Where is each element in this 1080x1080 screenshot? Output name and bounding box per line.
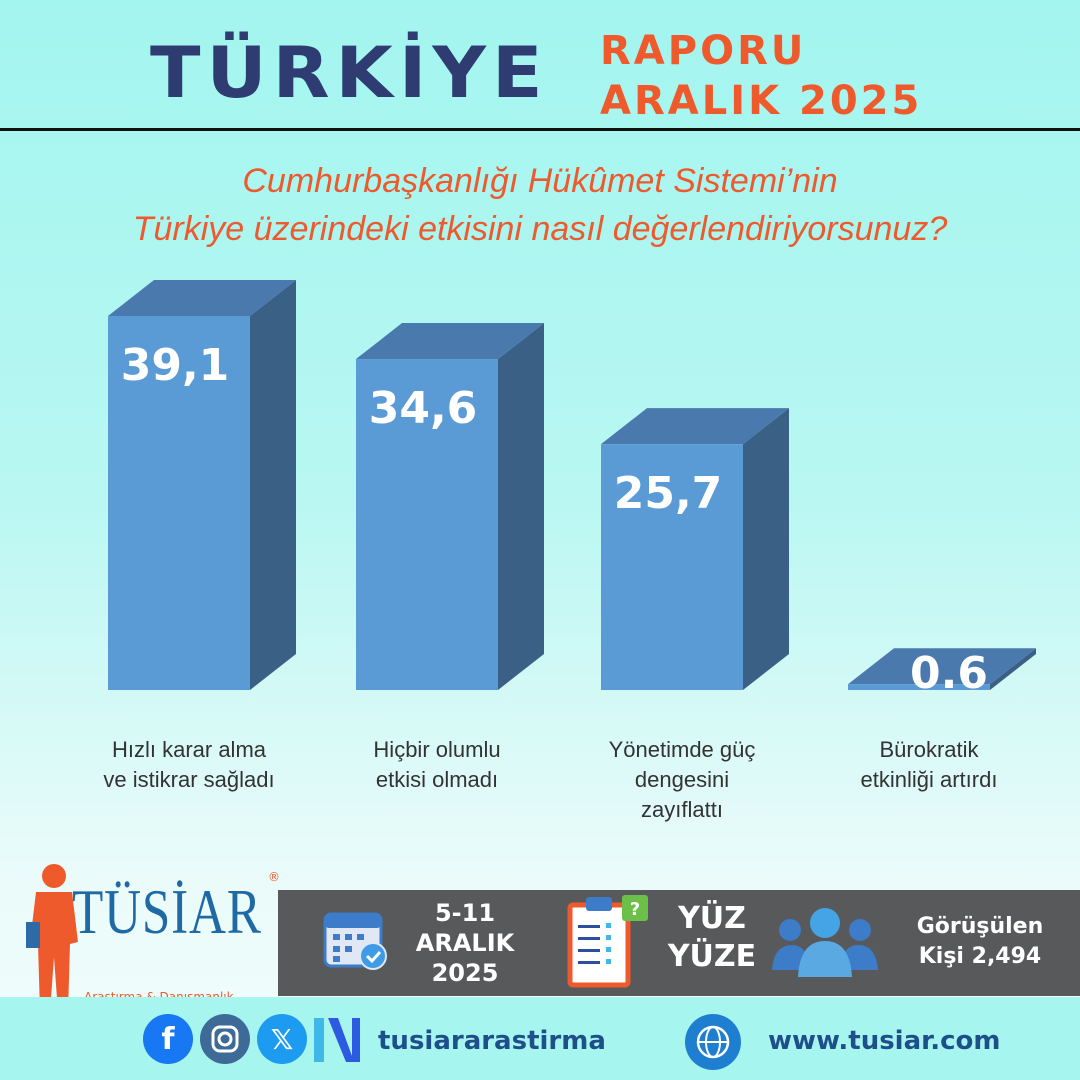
value-label: 34,6 [369,383,478,434]
category-label-line: Bürokratik [879,737,979,762]
bar [356,359,498,690]
subtitle-line1: RAPORU [600,28,807,74]
category-label-line: ve istikrar sağladı [103,767,275,792]
value-label: 39,1 [121,340,230,391]
bar-side [498,323,544,690]
category-label: Yönetimde güç dengesini zayıflattı [562,735,802,825]
method-line1: YÜZ [678,901,746,936]
category-label: Hiçbir olumlu etkisi olmadı [317,735,557,795]
method-line2: YÜZE [667,939,757,974]
category-label-line: Yönetimde güç [608,737,756,762]
calendar-icon [323,912,387,970]
bar-top [108,280,296,316]
date-line3: 2025 [431,959,499,987]
info-band [278,890,1080,996]
subtitle-line2: ARALIK 2025 [600,78,923,124]
bar [108,316,250,690]
facebook-icon[interactable]: f [143,1014,193,1064]
bar-side [990,648,1036,690]
sample-line2: Kişi 2,494 [918,944,1042,969]
person-silhouette-icon [26,864,78,1012]
svg-text:?: ? [630,899,640,920]
bar [601,444,743,690]
category-label-line: Hiçbir olumlu [373,737,501,762]
globe-icon [685,1014,741,1070]
bar-top [848,648,1036,685]
people-group-icon [772,908,878,977]
x-icon[interactable]: 𝕏 [257,1014,307,1064]
category-label-line: etkinliği artırdı [860,767,998,792]
survey-clipboard-icon: ? [567,895,648,988]
question-line1: Cumhurbaşkanlığı Hükûmet Sistemi’nin [242,162,838,200]
bar-top [356,323,544,360]
instagram-icon[interactable] [200,1014,250,1064]
value-label: 0.6 [910,648,988,699]
category-label: Bürokratik etkinliği artırdı [809,735,1049,795]
bar-side [250,280,296,690]
sample-line1: Görüşülen [916,914,1044,939]
title: TÜRKİYE [150,32,549,114]
category-label-line: Hızlı karar alma [111,737,267,762]
date-line2: ARALIK [415,929,515,957]
divider [0,128,1080,131]
logo-name: TÜSİAR [72,876,262,947]
social-handle[interactable]: tusiararastirma [378,1026,606,1056]
category-label-line: dengesini [634,767,730,792]
category-label: Hızlı karar alma ve istikrar sağladı [69,735,309,795]
bar-chart: 39,1 34,6 25,7 0.6 [108,280,1036,699]
date-line1: 5-11 [434,899,496,927]
bar-top [601,408,789,445]
category-label-line: zayıflattı [641,797,723,822]
registered-mark: ® [268,870,280,884]
bar [848,684,990,690]
question-line2: Türkiye üzerindeki etkisini nasıl değerl… [132,210,948,248]
bar-side [743,408,789,690]
value-label: 25,7 [614,468,723,519]
nsosyal-icon[interactable] [312,1016,362,1064]
website-link[interactable]: www.tusiar.com [768,1026,1001,1056]
category-label-line: etkisi olmadı [375,767,499,792]
